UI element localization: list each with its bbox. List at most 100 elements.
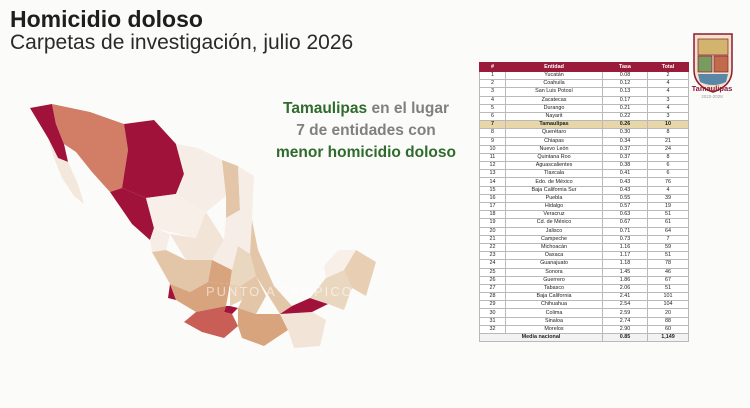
total-cell: 51 [647,210,689,220]
footer-tasa: 0.85 [602,332,648,343]
entidad-cell: Jalisco [505,226,603,236]
map-baja-california [30,104,68,162]
col-header-total: Total [647,62,689,72]
tasa-cell: 0.34 [602,136,648,146]
entidad-cell: Colima [505,308,603,318]
table-body: 1 Yucatán 0.08 2 2 Coahuila 0.12 4 3 San Luis Pot… [479,70,689,335]
entidad-cell: Quintana Roo [505,152,603,163]
table-row: 31 Sinaloa 2.74 88 [479,316,689,326]
entidad-cell: Querétaro [505,128,603,138]
entidad-cell: Michoacán [505,242,603,253]
map-sinaloa [110,188,154,240]
total-cell: 6 [647,161,689,171]
tasa-cell: 0.71 [602,226,648,236]
map-puebla [238,276,266,314]
entidad-cell: Zacatecas [505,95,603,105]
entidad-cell: Coahuila [505,79,603,89]
total-cell: 2 [647,70,689,81]
total-cell: 19 [647,201,689,212]
tasa-cell: 2.06 [602,283,648,294]
entidad-cell: Guanajuato [505,259,603,269]
tasa-cell: 2.90 [602,324,648,335]
tasa-cell: 0.43 [602,185,648,195]
total-cell: 4 [647,185,689,195]
total-cell: 64 [647,226,689,236]
tasa-cell: 0.38 [602,161,648,171]
table-row: 14 Edo. de México 0.43 76 [479,177,689,187]
headline: Tamaulipas en el lugar 7 de entidades co… [268,98,464,164]
table-row: 29 Chihuahua 2.54 104 [479,300,689,310]
map-morelos [224,306,238,314]
tasa-cell: 1.45 [602,267,648,277]
total-cell: 51 [647,251,689,261]
total-cell: 8 [647,128,689,138]
map-quintana-roo [344,250,376,296]
tasa-cell: 0.67 [602,218,648,228]
rank-cell: 10 [479,144,506,154]
map-cdmx-mexico [230,284,242,306]
entidad-cell: San Luis Potosí [505,87,603,97]
col-header-tasa: Tasa [602,62,648,72]
entidad-cell: Chiapas [505,136,603,146]
entidad-cell: Durango [505,103,603,113]
tasa-cell: 2.74 [602,316,648,326]
tasa-cell: 0.22 [602,111,648,122]
table-footer-row: Media nacional 0.85 1,149 [479,332,689,343]
page-title: Homicidio doloso [10,6,203,32]
rank-cell: 2 [479,79,506,89]
map-sonora [52,104,128,192]
map-chihuahua [122,120,184,198]
map-nuevo-leon [222,160,240,218]
map-chiapas [280,312,326,348]
total-cell: 51 [647,283,689,294]
entidad-cell: Veracruz [505,210,603,220]
table-row: 6 Nayarit 0.22 3 [479,111,689,122]
state-crest-logo [693,33,733,93]
entidad-cell: Morelos [505,324,603,335]
map-guerrero [184,306,238,338]
tasa-cell: 0.73 [602,234,648,244]
map-yucatan [324,250,356,278]
tasa-cell: 2.41 [602,292,648,302]
rank-cell: 8 [479,128,506,138]
total-cell: 24 [647,144,689,154]
rank-cell: 28 [479,292,506,302]
tasa-cell: 0.63 [602,210,648,220]
rank-cell: 9 [479,136,506,146]
rank-cell: 15 [479,185,506,195]
entidad-cell: Yucatán [505,70,603,81]
tasa-cell: 0.12 [602,79,648,89]
entidad-cell: Oaxaca [505,251,603,261]
headline-state: Tamaulipas [283,100,368,117]
tasa-cell: 0.30 [602,128,648,138]
mexico-map [30,104,376,348]
rank-cell: 17 [479,201,506,212]
headline-line1: en el lugar [367,100,449,117]
total-cell: 61 [647,218,689,228]
rank-cell: 18 [479,210,506,220]
tasa-cell: 0.43 [602,177,648,187]
table-row: 18 Veracruz 0.63 51 [479,210,689,220]
map-nayarit [150,228,170,252]
table-row: 16 Puebla 0.55 39 [479,193,689,204]
table-row: 1 Yucatán 0.08 2 [479,70,689,81]
entidad-cell: Tlaxcala [505,169,603,179]
total-cell: 39 [647,193,689,204]
headline-line3: menor homicidio doloso [276,144,456,161]
entidad-cell: Cd. de México [505,218,603,228]
total-cell: 20 [647,308,689,318]
tasa-cell: 0.55 [602,193,648,204]
rank-cell: 23 [479,251,506,261]
rank-cell: 29 [479,300,506,310]
entidad-cell: Hidalgo [505,201,603,212]
map-baja-california-sur [48,138,84,204]
rank-cell: 19 [479,218,506,228]
tasa-cell: 2.59 [602,308,648,318]
tasa-cell: 1.16 [602,242,648,253]
total-cell: 67 [647,275,689,285]
table-row: 9 Chiapas 0.34 21 [479,136,689,146]
rank-cell: 26 [479,275,506,285]
table-row: 32 Morelos 2.90 60 [479,324,689,335]
total-cell: 4 [647,87,689,97]
total-cell: 78 [647,259,689,269]
